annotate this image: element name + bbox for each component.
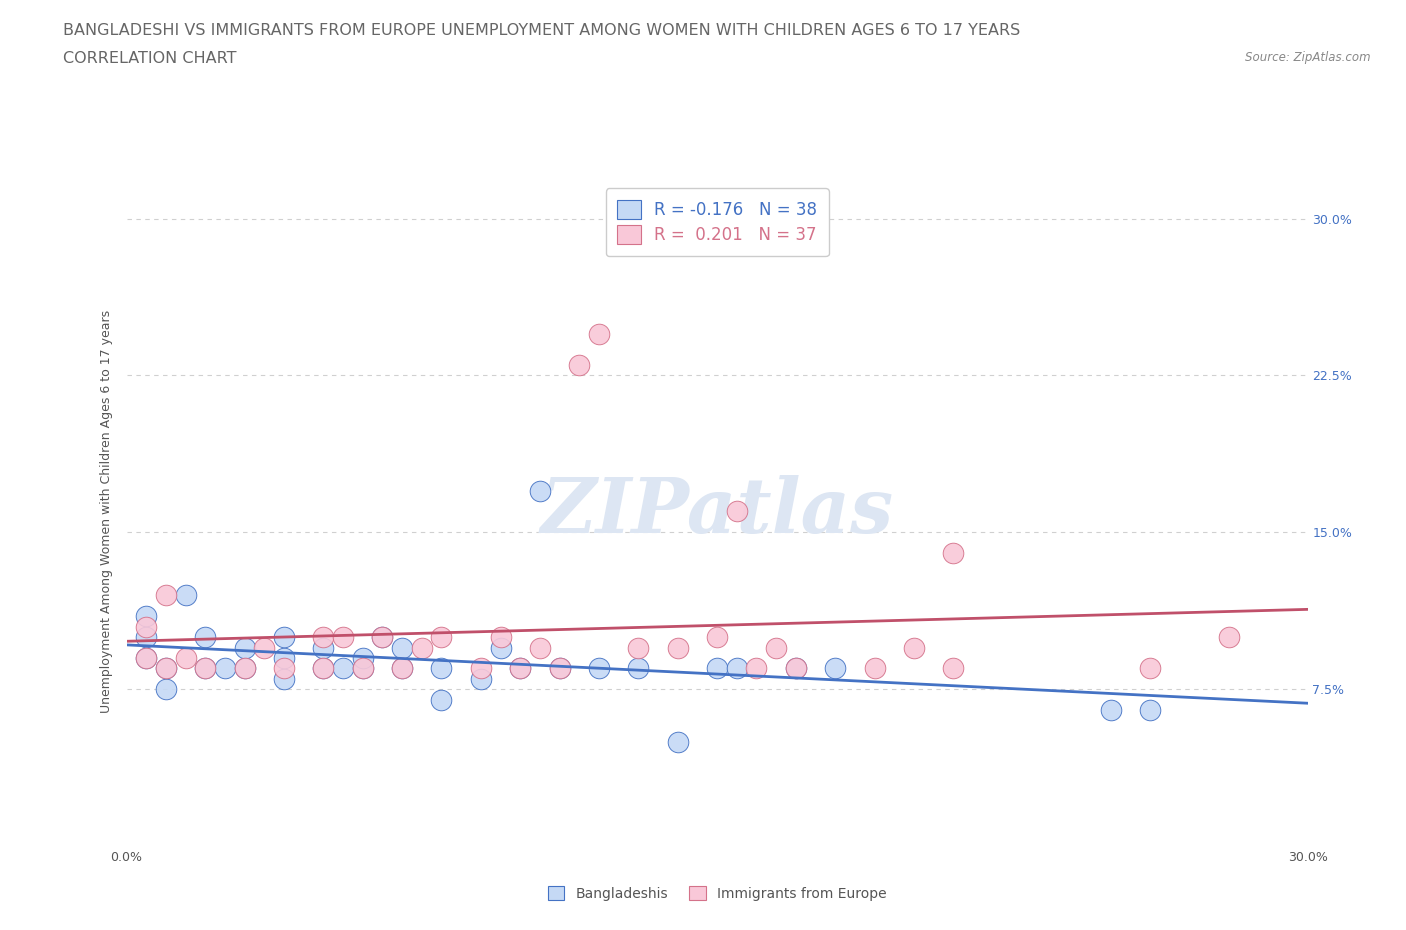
Point (273, 630, 295, 644)
Point (942, 546, 965, 561)
Point (509, 661, 531, 676)
Point (430, 661, 453, 676)
Point (785, 661, 807, 676)
Point (135, 651, 157, 666)
Point (529, 640, 551, 655)
Point (765, 640, 787, 655)
Point (135, 630, 157, 644)
Point (352, 651, 374, 666)
Point (824, 661, 846, 676)
Text: BANGLADESHI VS IMMIGRANTS FROM EUROPE UNEMPLOYMENT AMONG WOMEN WITH CHILDREN AGE: BANGLADESHI VS IMMIGRANTS FROM EUROPE UN… (63, 23, 1021, 38)
Text: CORRELATION CHART: CORRELATION CHART (63, 51, 236, 66)
Point (548, 661, 571, 676)
Point (233, 661, 256, 676)
Point (745, 661, 768, 676)
Point (1218, 630, 1240, 644)
Point (135, 619, 157, 634)
Point (273, 651, 295, 666)
Point (253, 640, 276, 655)
Point (411, 640, 433, 655)
Point (135, 609, 157, 624)
Text: Source: ZipAtlas.com: Source: ZipAtlas.com (1246, 51, 1371, 64)
Point (352, 661, 374, 676)
Point (430, 630, 453, 644)
Point (666, 735, 689, 750)
Point (942, 661, 965, 676)
Point (470, 661, 492, 676)
Point (666, 640, 689, 655)
Point (352, 661, 374, 676)
Point (529, 484, 551, 498)
Point (273, 671, 295, 686)
Point (470, 671, 492, 686)
Point (155, 682, 177, 697)
Point (489, 630, 512, 644)
Point (627, 661, 650, 676)
Point (273, 661, 295, 676)
Point (155, 588, 177, 603)
Point (371, 630, 394, 644)
Point (371, 630, 394, 644)
Legend: Bangladeshis, Immigrants from Europe: Bangladeshis, Immigrants from Europe (543, 881, 891, 907)
Point (312, 661, 335, 676)
Point (391, 640, 413, 655)
Point (903, 640, 925, 655)
Point (233, 661, 256, 676)
Point (214, 661, 236, 676)
Point (1099, 703, 1122, 718)
Point (588, 661, 610, 676)
Point (135, 651, 157, 666)
Point (194, 661, 217, 676)
Point (155, 661, 177, 676)
Point (1139, 703, 1161, 718)
Point (430, 692, 453, 708)
Point (548, 661, 571, 676)
Point (174, 588, 197, 603)
Point (863, 661, 886, 676)
Point (312, 640, 335, 655)
Point (725, 504, 748, 519)
Point (155, 661, 177, 676)
Point (785, 661, 807, 676)
Point (233, 640, 256, 655)
Point (312, 661, 335, 676)
Point (706, 661, 728, 676)
Point (312, 630, 335, 644)
Point (627, 640, 650, 655)
Point (509, 661, 531, 676)
Point (391, 661, 413, 676)
Point (588, 326, 610, 341)
Point (568, 358, 591, 373)
Point (194, 661, 217, 676)
Point (706, 630, 728, 644)
Point (194, 630, 217, 644)
Point (332, 661, 354, 676)
Point (332, 630, 354, 644)
Y-axis label: Unemployment Among Women with Children Ages 6 to 17 years: Unemployment Among Women with Children A… (100, 310, 114, 713)
Point (489, 640, 512, 655)
Text: ZIPatlas: ZIPatlas (540, 474, 894, 549)
Point (174, 651, 197, 666)
Point (725, 661, 748, 676)
Point (1139, 661, 1161, 676)
Point (391, 661, 413, 676)
